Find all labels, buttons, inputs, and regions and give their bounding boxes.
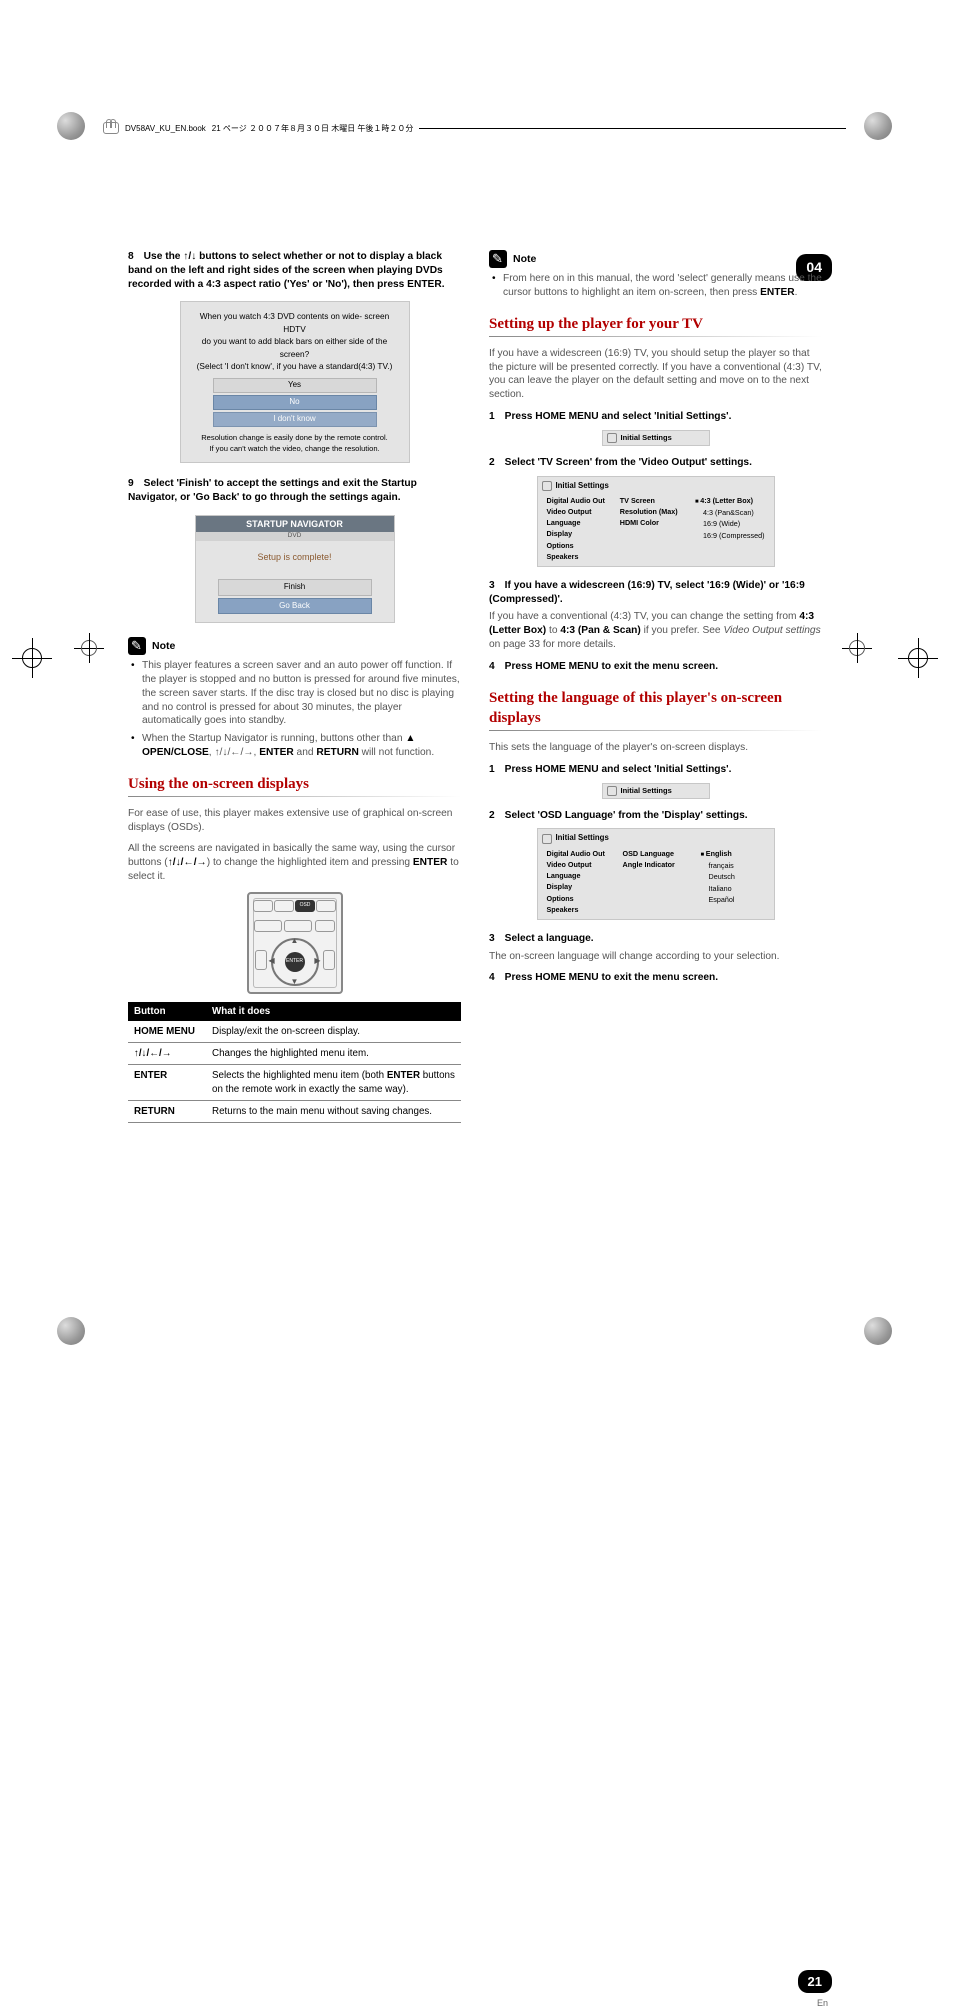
remote-btn-generic	[284, 920, 312, 932]
remote-side-right	[323, 950, 335, 970]
td-enter: ENTER	[128, 1065, 206, 1100]
osd-line3: (Select 'I don't know', if you have a st…	[197, 361, 393, 371]
osd-btn-yes: Yes	[213, 378, 377, 393]
lang-step-1: 1Press HOME MENU and select 'Initial Set…	[489, 763, 822, 777]
remote-btn-generic	[254, 920, 282, 932]
lang-step-3-body: The on-screen language will change accor…	[489, 950, 822, 964]
para-ease-of-use: For ease of use, this player makes exten…	[128, 807, 461, 835]
button-function-table: ButtonWhat it does HOME MENUDisplay/exit…	[128, 1002, 461, 1123]
heading-setup-tv: Setting up the player for your TV	[489, 314, 822, 334]
pencil-icon	[489, 250, 507, 268]
pencil-icon	[128, 637, 146, 655]
osd-foot2: If you can't watch the video, change the…	[209, 444, 379, 453]
settings-icon	[542, 834, 552, 844]
td-arrows: ↑/↓/←/→	[128, 1043, 206, 1065]
lang-step-4: 4Press HOME MENU to exit the menu screen…	[489, 971, 822, 985]
remote-control-illustration: OSD ENTER ▲▼◀▶	[247, 892, 343, 994]
remote-btn-generic	[315, 920, 335, 932]
page-header-bar: DV58AV_KU_EN.book 21 ページ ２００７年８月３０日 木曜日 …	[103, 122, 846, 134]
td-enter-desc: Selects the highlighted menu item (both …	[206, 1065, 461, 1100]
settings-icon	[607, 433, 617, 443]
page-content: 04 8Use the ↑/↓ buttons to select whethe…	[128, 250, 822, 1123]
print-corner-br	[864, 1317, 892, 1345]
th-function: What it does	[206, 1002, 461, 1021]
print-corner-tr	[864, 112, 892, 140]
osd2-btn-back: Go Back	[218, 598, 372, 615]
step-9: 9Select 'Finish' to accept the settings …	[128, 477, 461, 505]
lang-step-3: 3Select a language.	[489, 932, 822, 946]
page-number-badge: 21	[798, 1970, 832, 1994]
page-language: En	[817, 1997, 828, 2009]
osd-btn-idk: I don't know	[213, 412, 377, 427]
tv-step-4: 4Press HOME MENU to exit the menu screen…	[489, 660, 822, 674]
header-pageinfo: 21 ページ ２００７年８月３０日 木曜日 午後１時２０分	[212, 123, 414, 134]
settings-icon	[607, 786, 617, 796]
registration-mark-right	[900, 640, 936, 676]
td-return: RETURN	[128, 1100, 206, 1122]
remote-btn-generic	[253, 900, 273, 912]
para-tv-setup: If you have a widescreen (16:9) TV, you …	[489, 347, 822, 402]
osd-startup-navigator: STARTUP NAVIGATOR DVD Setup is complete!…	[195, 515, 395, 624]
remote-side-left	[255, 950, 267, 970]
remote-enter-btn: ENTER	[285, 952, 305, 972]
tv-step-1: 1Press HOME MENU and select 'Initial Set…	[489, 410, 822, 424]
remote-btn-generic	[316, 900, 336, 912]
td-home-menu-desc: Display/exit the on-screen display.	[206, 1021, 461, 1043]
note-label-right: Note	[513, 252, 536, 266]
osd2-sub: DVD	[196, 532, 394, 541]
osd2-msg: Setup is complete!	[196, 541, 394, 577]
left-column: 8Use the ↑/↓ buttons to select whether o…	[128, 250, 461, 1123]
osd-hdtv-question: When you watch 4:3 DVD contents on wide-…	[180, 301, 410, 463]
remote-dpad: ENTER ▲▼◀▶	[271, 938, 319, 986]
tv-step-3-body: If you have a conventional (4:3) TV, you…	[489, 610, 822, 651]
initial-settings-pill-2: Initial Settings	[602, 783, 710, 799]
osd2-title: STARTUP NAVIGATOR	[196, 516, 394, 532]
registration-cross-left	[76, 635, 102, 661]
settings-panel-video: Initial Settings Digital Audio OutVideo …	[537, 476, 775, 567]
note-bullet-2: When the Startup Navigator is running, b…	[128, 732, 461, 760]
settings-panel-display: Initial Settings Digital Audio OutVideo …	[537, 828, 775, 919]
heading-set-language: Setting the language of this player's on…	[489, 688, 822, 729]
remote-btn-generic	[274, 900, 294, 912]
osd2-btn-finish: Finish	[218, 579, 372, 596]
right-column: Note From here on in this manual, the wo…	[489, 250, 822, 1123]
registration-cross-right	[844, 635, 870, 661]
osd-line2: do you want to add black bars on either …	[202, 336, 387, 358]
td-return-desc: Returns to the main menu without saving …	[206, 1100, 461, 1122]
note-heading-right: Note	[489, 250, 822, 268]
osd-line1: When you watch 4:3 DVD contents on wide-…	[200, 311, 390, 333]
note-bullet-select: From here on in this manual, the word 's…	[489, 272, 822, 300]
registration-mark-left	[14, 640, 50, 676]
heading-using-osd: Using the on-screen displays	[128, 774, 461, 794]
binder-icon	[103, 122, 119, 134]
print-corner-tl	[57, 112, 85, 140]
td-home-menu: HOME MENU	[128, 1021, 206, 1043]
note-label: Note	[152, 639, 175, 653]
step-8: 8Use the ↑/↓ buttons to select whether o…	[128, 250, 461, 291]
tv-step-3: 3If you have a widescreen (16:9) TV, sel…	[489, 579, 822, 607]
header-filename: DV58AV_KU_EN.book	[125, 124, 206, 133]
initial-settings-pill: Initial Settings	[602, 430, 710, 446]
th-button: Button	[128, 1002, 206, 1021]
tv-step-2: 2Select 'TV Screen' from the 'Video Outp…	[489, 456, 822, 470]
lang-step-2: 2Select 'OSD Language' from the 'Display…	[489, 809, 822, 823]
remote-btn-osd: OSD	[295, 900, 315, 912]
osd-foot1: Resolution change is easily done by the …	[201, 433, 388, 442]
para-navigation: All the screens are navigated in basical…	[128, 842, 461, 883]
settings-icon	[542, 481, 552, 491]
note-heading-left: Note	[128, 637, 461, 655]
note-bullet-1: This player features a screen saver and …	[128, 659, 461, 728]
td-arrows-desc: Changes the highlighted menu item.	[206, 1043, 461, 1065]
para-language: This sets the language of the player's o…	[489, 741, 822, 755]
print-corner-bl	[57, 1317, 85, 1345]
osd-btn-no: No	[213, 395, 377, 410]
